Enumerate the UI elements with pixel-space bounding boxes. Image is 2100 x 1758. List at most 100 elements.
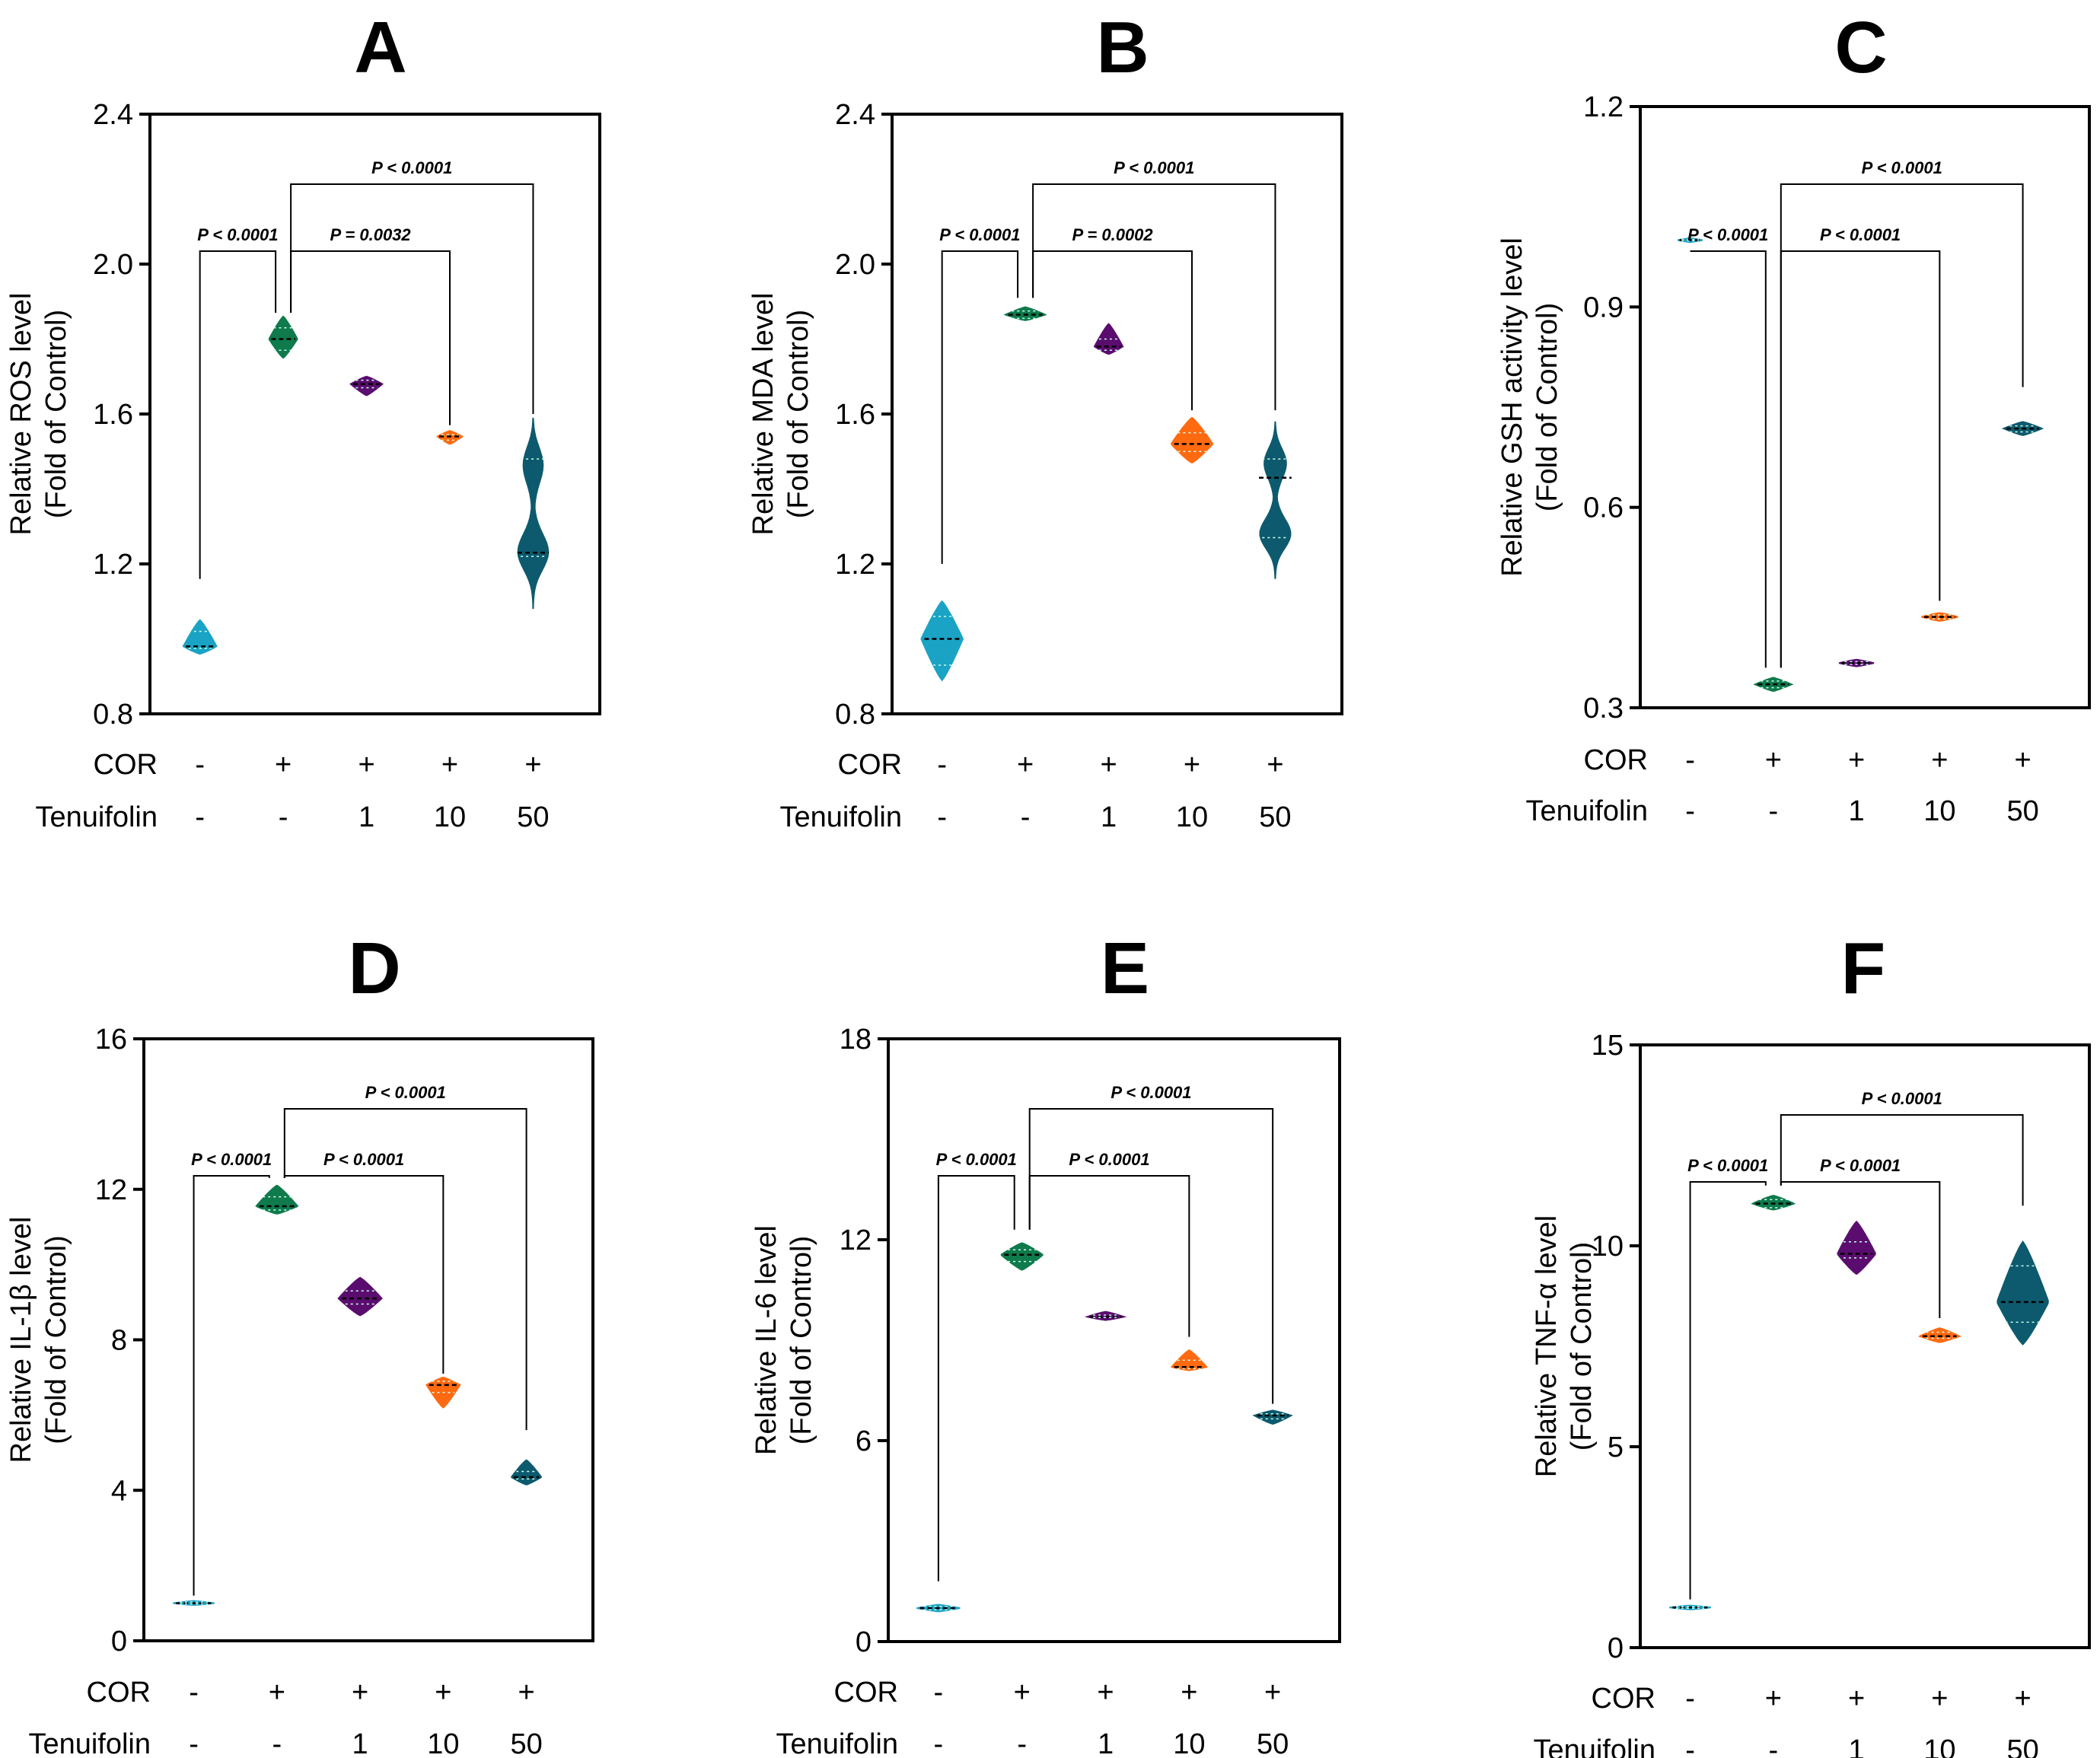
- p-value-label: P < 0.0001: [1069, 1150, 1149, 1169]
- cor-value: +: [1931, 744, 1948, 776]
- cor-value: +: [269, 1677, 285, 1709]
- tenuifolin-value: -: [1017, 1728, 1027, 1758]
- cor-value: +: [2014, 1683, 2031, 1715]
- significance-bracket: [1032, 183, 1276, 411]
- cor-value: +: [1184, 749, 1200, 781]
- tenuifolin-value: 50: [1257, 1728, 1289, 1758]
- p-value-label: P < 0.0001: [1862, 1089, 1942, 1108]
- plot-frame: [887, 1037, 1341, 1643]
- y-axis-label-units: (Fold of Control): [782, 310, 814, 519]
- tenuifolin-value: 50: [1259, 801, 1291, 833]
- p-value-label: P < 0.0001: [1114, 158, 1194, 177]
- p-value-label: P < 0.0001: [1687, 1156, 1768, 1175]
- y-tick-label: 0.3: [1583, 693, 1624, 725]
- cor-value: +: [352, 1677, 368, 1709]
- significance-bracket: [193, 1175, 270, 1596]
- violin-3: [1093, 323, 1124, 355]
- y-axis-label: Relative IL-6 level: [750, 1225, 782, 1455]
- violin-2: [1000, 1242, 1044, 1271]
- cor-value: +: [1097, 1677, 1114, 1709]
- p-value-label: P < 0.0001: [1820, 1156, 1901, 1175]
- tenuifolin-value: 1: [1849, 795, 1865, 827]
- significance-bracket: [283, 1175, 445, 1374]
- cor-value: +: [1264, 1677, 1281, 1709]
- cor-value: +: [358, 749, 374, 781]
- violin-2: [1751, 1194, 1796, 1211]
- tenuifolin-value: 1: [1849, 1734, 1865, 1758]
- panel-letter: E: [1101, 928, 1149, 1009]
- y-tick-label: 1.2: [93, 549, 133, 581]
- cor-value: -: [934, 1677, 944, 1709]
- tenuifolin-value: -: [279, 801, 288, 833]
- significance-bracket: [1028, 1108, 1274, 1404]
- y-tick-label: 1.2: [835, 549, 875, 581]
- y-tick-label: 0.9: [1583, 291, 1624, 323]
- tenuifolin-value: -: [1768, 1734, 1778, 1758]
- violin-1: [920, 600, 964, 682]
- row-label-tenuifolin: Tenuifolin: [28, 1728, 151, 1758]
- y-tick-label: 2.4: [835, 99, 875, 131]
- cor-value: -: [1685, 744, 1695, 776]
- tenuifolin-value: -: [272, 1728, 282, 1758]
- y-tick-label: 6: [856, 1425, 872, 1457]
- significance-bracket: [290, 183, 534, 414]
- violin-2: [268, 315, 298, 359]
- panel-a: A 0.8 1.2 1.6 2.0 2.4 Relative ROS level (Fold …: [5, 7, 601, 833]
- cor-value: +: [435, 1677, 451, 1709]
- plot-frame: [891, 113, 1343, 715]
- p-value-label: P < 0.0001: [1820, 225, 1901, 244]
- cor-value: +: [275, 749, 292, 781]
- panel-letter: A: [354, 7, 406, 88]
- cor-value: +: [524, 749, 541, 781]
- y-axis-label: Relative GSH activity level: [1496, 237, 1528, 577]
- violin-5: [1252, 1409, 1294, 1425]
- cor-value: +: [1848, 744, 1865, 776]
- row-label-cor: COR: [1584, 744, 1648, 776]
- y-axis-label: Relative MDA level: [747, 293, 779, 536]
- y-tick-label: 1.6: [835, 399, 875, 431]
- p-value-label: P < 0.0001: [939, 225, 1020, 244]
- tenuifolin-value: 1: [1098, 1728, 1114, 1758]
- cor-value: +: [1181, 1677, 1197, 1709]
- y-tick-label: 18: [840, 1024, 872, 1056]
- p-value-label: P = 0.0032: [330, 225, 411, 244]
- violin-3: [337, 1276, 383, 1317]
- y-tick-label: 0: [1608, 1632, 1624, 1664]
- y-axis-label-units: (Fold of Control): [1531, 303, 1563, 512]
- y-tick-label: 16: [95, 1024, 127, 1056]
- cor-value: +: [441, 749, 458, 781]
- tenuifolin-value: 10: [434, 801, 466, 833]
- significance-bracket: [199, 250, 277, 579]
- violin-5: [511, 1459, 542, 1486]
- violin-3: [1837, 1220, 1876, 1276]
- tenuifolin-value: 10: [427, 1728, 459, 1758]
- y-tick-label: 15: [1592, 1030, 1624, 1062]
- y-tick-label: 2.4: [93, 99, 133, 131]
- tenuifolin-value: 10: [1176, 801, 1208, 833]
- significance-bracket: [1780, 1114, 2024, 1206]
- significance-bracket: [1780, 250, 1941, 668]
- y-tick-label: 2.0: [835, 249, 875, 281]
- tenuifolin-value: -: [934, 1728, 944, 1758]
- tenuifolin-value: -: [937, 801, 947, 833]
- panel-letter: D: [348, 928, 400, 1009]
- row-label-tenuifolin: Tenuifolin: [779, 801, 902, 833]
- row-label-cor: COR: [838, 749, 902, 781]
- cor-value: +: [1017, 749, 1034, 781]
- cor-value: +: [1014, 1677, 1031, 1709]
- tenuifolin-value: 1: [358, 801, 374, 833]
- plot-frame: [142, 1037, 594, 1642]
- y-tick-label: 12: [95, 1174, 127, 1206]
- y-axis-label: Relative IL-1β level: [5, 1217, 37, 1463]
- tenuifolin-value: 50: [2006, 1734, 2038, 1758]
- y-tick-label: 10: [1592, 1231, 1624, 1263]
- violin-2: [255, 1184, 299, 1215]
- cor-value: -: [189, 1677, 199, 1709]
- tenuifolin-value: -: [1768, 795, 1778, 827]
- y-tick-label: 8: [111, 1325, 127, 1357]
- y-tick-label: 0: [111, 1626, 127, 1658]
- significance-bracket: [941, 250, 1019, 564]
- y-axis-label-units: (Fold of Control): [40, 1235, 72, 1444]
- tenuifolin-value: -: [1685, 795, 1695, 827]
- cor-value: +: [1848, 1683, 1865, 1715]
